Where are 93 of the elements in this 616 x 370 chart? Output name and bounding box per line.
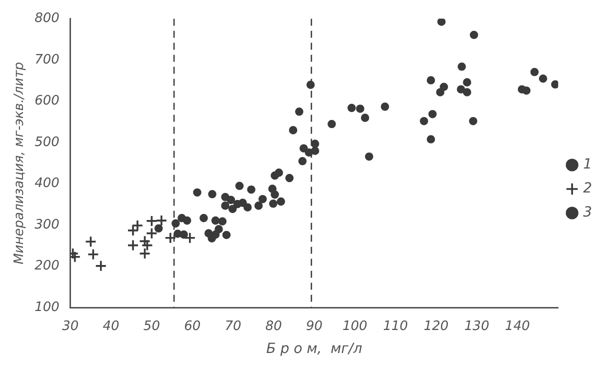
point bbox=[243, 203, 252, 212]
point bbox=[380, 102, 390, 111]
y-tick-label: 300 bbox=[34, 217, 60, 232]
point bbox=[295, 107, 304, 116]
point bbox=[180, 230, 188, 239]
point bbox=[94, 260, 107, 272]
point bbox=[428, 110, 437, 118]
point bbox=[184, 232, 196, 244]
point bbox=[360, 114, 370, 122]
point bbox=[347, 104, 356, 112]
point bbox=[193, 188, 202, 197]
point bbox=[462, 88, 472, 96]
point bbox=[211, 216, 220, 225]
point bbox=[274, 168, 284, 177]
x-tick-label: 80 bbox=[265, 318, 282, 334]
point bbox=[84, 236, 97, 248]
point bbox=[218, 217, 227, 226]
point bbox=[310, 146, 320, 155]
point bbox=[208, 190, 216, 198]
point bbox=[127, 239, 139, 252]
point bbox=[132, 220, 144, 232]
point bbox=[182, 216, 192, 225]
point bbox=[440, 82, 448, 92]
x-tick-label: 40 bbox=[102, 318, 120, 334]
x-tick-label: 30 bbox=[62, 318, 79, 334]
x-tick-label: 120 bbox=[424, 318, 449, 334]
point bbox=[172, 219, 180, 228]
point bbox=[328, 120, 336, 128]
point bbox=[462, 78, 472, 86]
x-tick-label: 130 bbox=[464, 318, 490, 334]
point bbox=[538, 74, 548, 83]
point bbox=[200, 214, 208, 222]
point bbox=[530, 68, 539, 76]
x-tick-label: 110 bbox=[383, 318, 408, 334]
point bbox=[456, 85, 466, 94]
point bbox=[70, 250, 81, 263]
x-tick-label: 90 bbox=[306, 318, 323, 334]
point bbox=[127, 224, 139, 236]
point bbox=[164, 232, 176, 244]
point bbox=[228, 204, 237, 214]
point bbox=[298, 156, 307, 166]
x-tick-label: 60 bbox=[184, 318, 201, 334]
point bbox=[306, 80, 315, 89]
point bbox=[146, 215, 158, 227]
x-axis-title: Б р о м, мг/л bbox=[266, 341, 362, 358]
point bbox=[300, 144, 308, 152]
point bbox=[238, 198, 247, 207]
point bbox=[154, 224, 163, 233]
point bbox=[364, 152, 374, 161]
point bbox=[470, 30, 478, 40]
point bbox=[285, 174, 294, 182]
y-tick-label: 800 bbox=[34, 11, 60, 26]
point bbox=[420, 116, 428, 126]
point bbox=[269, 199, 278, 208]
x-tick-label: 100 bbox=[342, 318, 368, 334]
point bbox=[522, 86, 531, 95]
point bbox=[214, 225, 223, 234]
x-tick-label: 50 bbox=[143, 318, 160, 334]
y-tick-label: 600 bbox=[34, 94, 60, 109]
x-tick-label: 70 bbox=[224, 318, 242, 334]
legend-label: 2 bbox=[583, 180, 592, 197]
y-tick-label: 700 bbox=[34, 52, 60, 68]
point bbox=[356, 104, 364, 113]
legend-label: 3 bbox=[583, 204, 592, 221]
point bbox=[276, 197, 286, 206]
point bbox=[146, 227, 158, 240]
point bbox=[138, 235, 151, 248]
point bbox=[226, 196, 236, 204]
point bbox=[426, 76, 436, 84]
point bbox=[270, 190, 279, 199]
x-tick-label: 140 bbox=[505, 318, 530, 334]
point bbox=[156, 214, 168, 226]
point bbox=[551, 80, 558, 89]
point bbox=[87, 248, 100, 260]
point bbox=[222, 230, 231, 240]
point bbox=[247, 185, 256, 194]
point bbox=[458, 62, 466, 71]
point bbox=[426, 135, 436, 144]
point bbox=[254, 202, 263, 210]
point bbox=[469, 116, 478, 126]
y-tick-label: 400 bbox=[34, 176, 60, 192]
point bbox=[437, 18, 446, 26]
y-tick-label: 100 bbox=[34, 300, 60, 315]
y-axis-title: Минерализация, мг-экв./литр bbox=[12, 62, 28, 264]
point bbox=[288, 126, 298, 134]
point bbox=[258, 194, 267, 204]
y-tick-label: 200 bbox=[34, 258, 60, 274]
point bbox=[235, 182, 244, 190]
point bbox=[221, 202, 230, 210]
legend-label: 1 bbox=[583, 156, 592, 173]
y-tick-label: 500 bbox=[34, 134, 60, 150]
point bbox=[141, 239, 154, 252]
point bbox=[138, 248, 151, 260]
